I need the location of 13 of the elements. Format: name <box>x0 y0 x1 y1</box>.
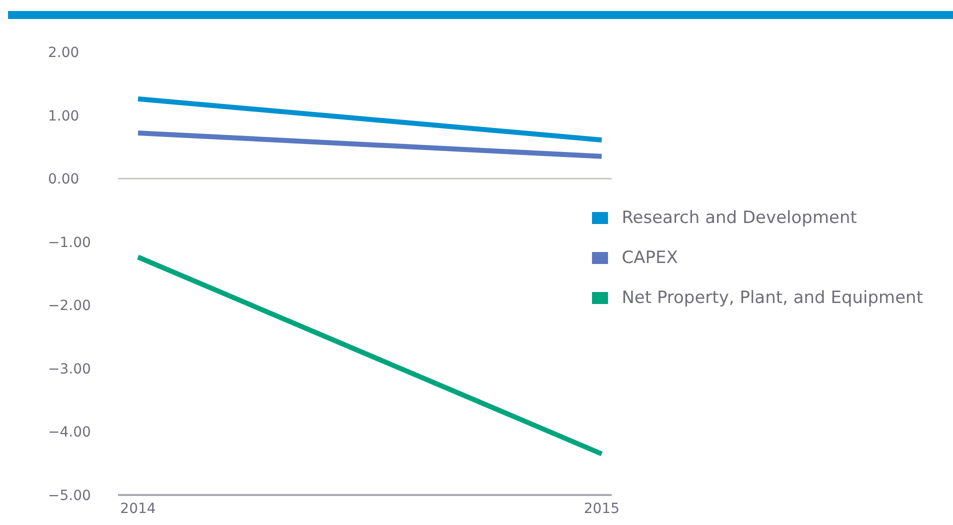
y-tick-label: −2.00 <box>48 298 91 314</box>
y-tick-label: −3.00 <box>48 361 91 378</box>
x-tick-label: 2014 <box>120 500 156 517</box>
y-tick-label: −5.00 <box>48 488 91 504</box>
legend-label: Net Property, Plant, and Equipment <box>622 288 923 308</box>
legend-label: CAPEX <box>622 248 678 268</box>
y-tick-label: 0.00 <box>48 172 80 188</box>
x-tick-label: 2015 <box>584 500 620 517</box>
legend-label: Research and Development <box>622 208 857 228</box>
y-tick-label: 1.00 <box>48 108 80 124</box>
y-tick-label: −4.00 <box>48 424 91 441</box>
y-tick-label: 2.00 <box>48 45 80 61</box>
y-tick-label: −1.00 <box>48 234 91 251</box>
